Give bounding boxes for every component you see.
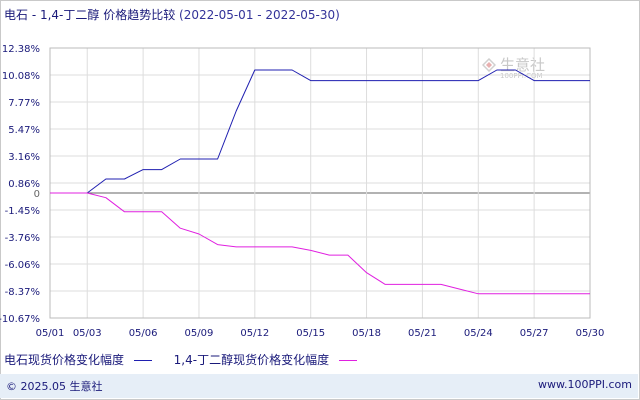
legend-swatch-carbide <box>133 360 152 361</box>
y-tick-label: 3.16% <box>8 152 40 163</box>
series-line-bdo <box>50 192 590 295</box>
y-tick-label: 0.86% <box>8 179 40 190</box>
legend: 电石现货价格变化幅度 1,4-丁二醇现货价格变化幅度 <box>4 351 375 368</box>
x-tick-label: 05/01 <box>36 328 65 339</box>
copyright-text: © 2025.05 生意社 <box>6 380 103 393</box>
y-tick-label: 5.47% <box>8 125 40 136</box>
plot-border <box>49 47 591 319</box>
x-tick-label: 05/12 <box>240 328 269 339</box>
y-tick-label: 10.08% <box>2 71 40 82</box>
y-tick-label: -1.45% <box>5 206 40 217</box>
legend-swatch-bdo <box>338 360 357 361</box>
chart-title: 电石 - 1,4-丁二醇 价格趋势比较 (2022-05-01 - 2022-0… <box>4 6 340 23</box>
x-tick-label: 05/27 <box>520 328 549 339</box>
x-tick-label: 05/15 <box>296 328 325 339</box>
y-tick-label: -6.06% <box>5 260 40 271</box>
watermark-url: 100PPI.COM <box>500 72 543 80</box>
legend-label-bdo: 1,4-丁二醇现货价格变化幅度 <box>173 353 330 367</box>
y-tick-label: 7.77% <box>8 98 40 109</box>
y-tick-label: 0 <box>34 189 40 200</box>
x-tick-label: 05/06 <box>129 328 158 339</box>
x-tick-label: 05/09 <box>185 328 214 339</box>
y-tick-label: -10.67% <box>0 314 40 325</box>
x-tick-label: 05/18 <box>352 328 381 339</box>
footer-band <box>0 374 638 398</box>
series-line-carbide <box>50 69 590 194</box>
legend-label-carbide: 电石现货价格变化幅度 <box>4 353 125 367</box>
y-tick-label: 12.38% <box>2 44 40 55</box>
y-tick-label: -8.37% <box>5 287 40 298</box>
chart-title-range: (2022-05-01 - 2022-05-30) <box>179 8 340 22</box>
x-tick-label: 05/24 <box>464 328 493 339</box>
website-link[interactable]: www.100PPI.com <box>538 378 632 391</box>
brand-logo-icon <box>482 58 496 72</box>
chart-title-main: 电石 - 1,4-丁二醇 价格趋势比较 <box>4 8 176 22</box>
x-tick-label: 05/21 <box>408 328 437 339</box>
x-tick-label: 05/30 <box>576 328 605 339</box>
legend-item-bdo: 1,4-丁二醇现货价格变化幅度 <box>174 351 357 368</box>
legend-item-carbide: 电石现货价格变化幅度 <box>4 351 152 368</box>
y-tick-label: -3.76% <box>5 233 40 244</box>
x-tick-label: 05/03 <box>73 328 102 339</box>
